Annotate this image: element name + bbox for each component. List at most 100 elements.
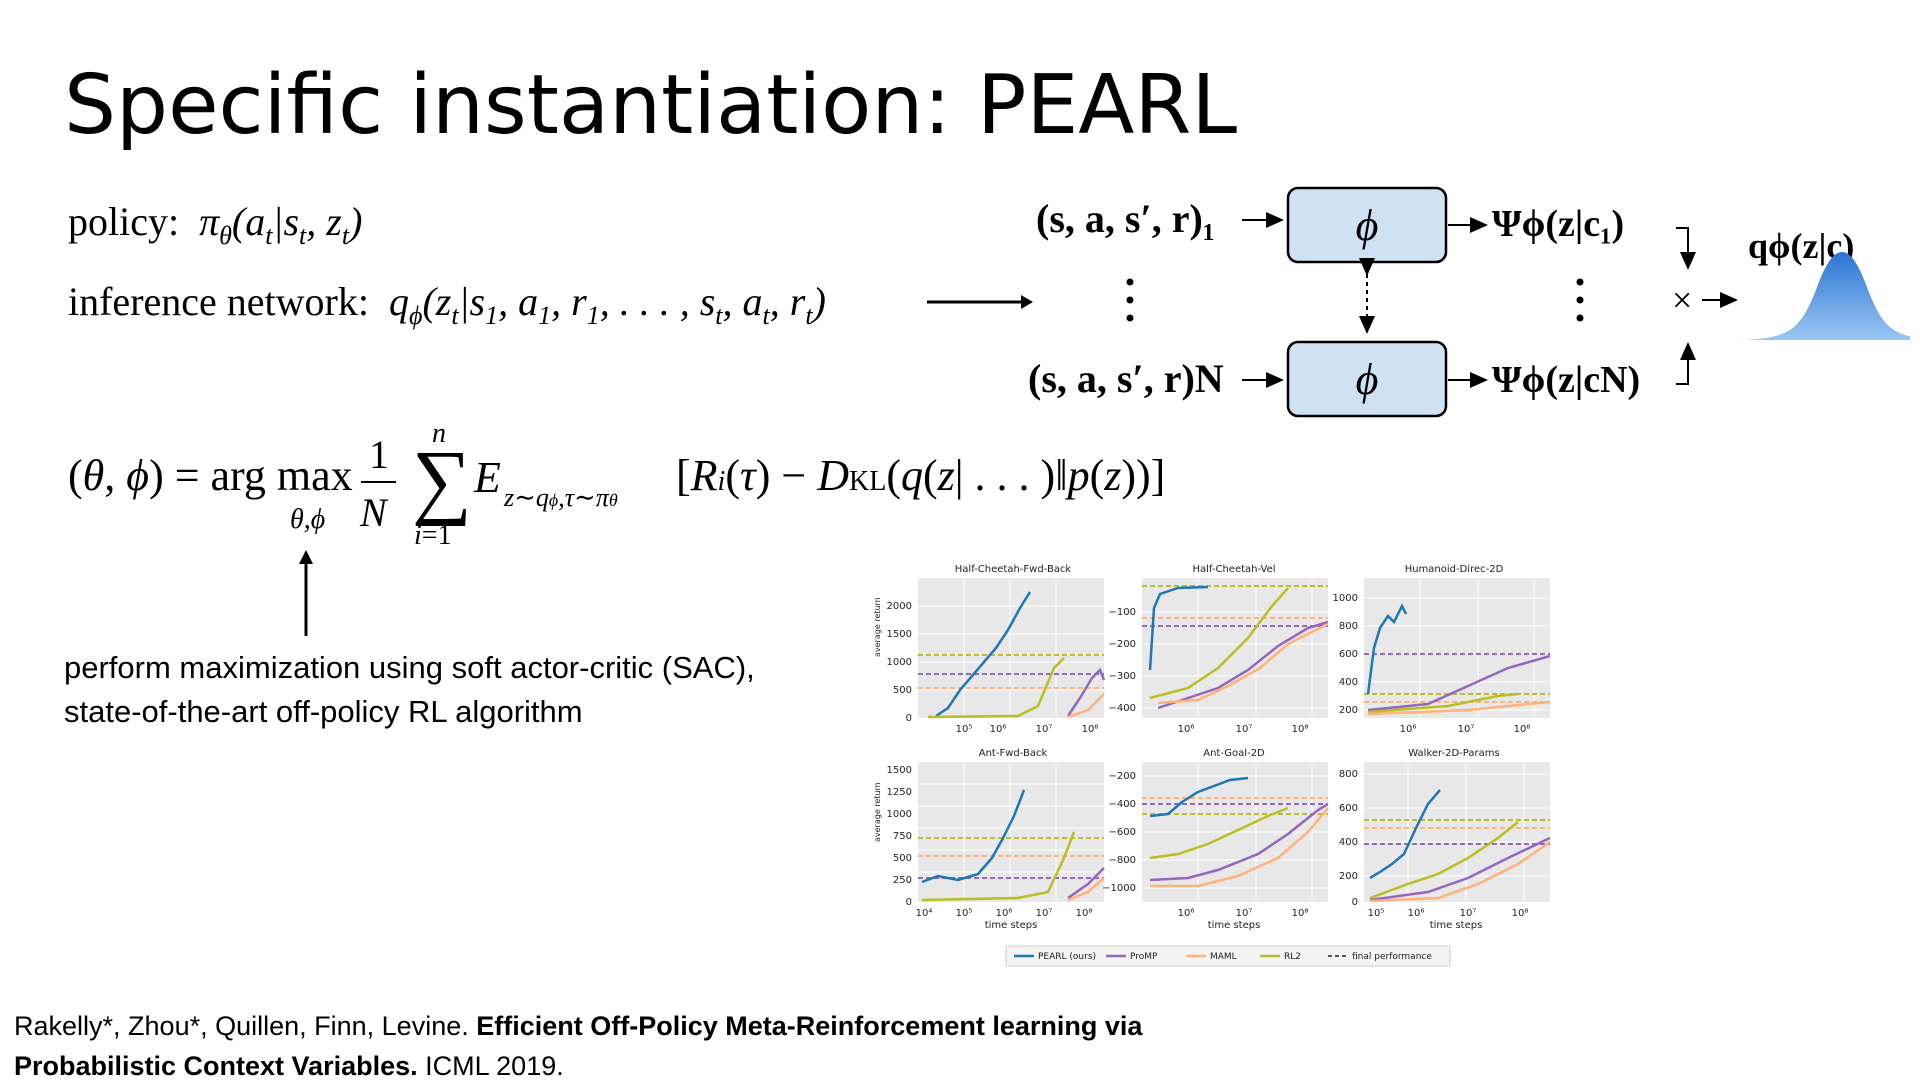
svg-text:750: 750	[893, 831, 912, 842]
svg-text:800: 800	[1339, 769, 1358, 780]
svg-text:2000: 2000	[887, 601, 912, 612]
citation-title-2: Probabilistic Context Variables.	[14, 1051, 418, 1081]
svg-text:1500: 1500	[887, 765, 912, 776]
svg-text:10⁸: 10⁸	[1082, 724, 1099, 735]
plot-ant-goal-2d: Ant-Goal-2D −200 −400 −600 −800 −1000 10⁶ 10⁷…	[1102, 748, 1329, 931]
svg-text:Humanoid-Direc-2D: Humanoid-Direc-2D	[1405, 564, 1504, 575]
svg-text:E: E	[473, 453, 501, 502]
sac-caption: perform maximization using soft actor-cr…	[64, 646, 755, 734]
legend-rl2: RL2	[1284, 952, 1301, 962]
encoder-box-bottom	[1286, 340, 1448, 418]
maximization-arrow	[299, 550, 313, 636]
psi-bottom-label: Ψϕ(z|cN)	[1492, 359, 1640, 401]
legend-pearl: PEARL (ours)	[1038, 952, 1096, 962]
policy-label: policy:	[68, 199, 180, 244]
plot-ant-fwd-back: Ant-Fwd-Back average return 0 250 500 750 10…	[873, 748, 1105, 931]
svg-text:10⁷: 10⁷	[1236, 724, 1253, 735]
plots-legend: PEARL (ours) ProMP MAML RL2 final perfor…	[1005, 945, 1451, 967]
svg-text:10⁸: 10⁸	[1292, 908, 1309, 919]
inference-arrow	[927, 295, 1033, 309]
citation: Rakelly*, Zhou*, Quillen, Finn, Levine. …	[14, 1006, 1142, 1086]
svg-text:10⁶: 10⁶	[1178, 908, 1195, 919]
svg-text:600: 600	[1339, 649, 1358, 660]
svg-text:400: 400	[1339, 677, 1358, 688]
citation-authors: Rakelly*, Zhou*, Quillen, Finn, Levine.	[14, 1011, 469, 1041]
svg-text:−400: −400	[1109, 703, 1136, 714]
svg-text:10⁶: 10⁶	[1400, 724, 1417, 735]
svg-text:0: 0	[1352, 897, 1358, 908]
encoder-label-top: ϕ	[1356, 201, 1379, 250]
svg-text:10⁸: 10⁸	[1514, 724, 1531, 735]
svg-text:[Ri(τ) − DKL(q(z| . . . )‖p(z): [Ri(τ) − DKL(q(z| . . . )‖p(z))]	[676, 451, 1165, 500]
legend-maml: MAML	[1210, 952, 1237, 962]
svg-text:400: 400	[1339, 837, 1358, 848]
svg-text:time steps: time steps	[985, 920, 1038, 931]
svg-text:Half-Cheetah-Vel: Half-Cheetah-Vel	[1192, 564, 1275, 575]
svg-text:500: 500	[893, 685, 912, 696]
legend-final-performance: final performance	[1352, 952, 1432, 962]
plot-title: Half-Cheetah-Fwd-Back	[955, 564, 1072, 575]
input-bottom-label: (s, a, s′, r)N	[1028, 356, 1224, 401]
svg-text:N: N	[359, 490, 389, 535]
svg-text:250: 250	[893, 875, 912, 886]
svg-text:−800: −800	[1109, 855, 1136, 866]
policy-equation: policy: πθ(at|st, zt)	[68, 199, 363, 250]
citation-venue: ICML 2019.	[425, 1051, 564, 1081]
svg-text:i=1: i=1	[414, 520, 452, 551]
input-top-label: (s, a, s′, r)₁	[1036, 196, 1215, 241]
svg-text:∑: ∑	[412, 434, 472, 527]
svg-text:time steps: time steps	[1208, 920, 1261, 931]
svg-text:1000: 1000	[1333, 593, 1358, 604]
svg-text:10⁷: 10⁷	[1458, 724, 1475, 735]
encoder-label-bottom: ϕ	[1356, 355, 1379, 404]
results-plots: Half-Cheetah-Fwd-Back average return 0 50…	[873, 564, 1551, 967]
svg-text:average return: average return	[873, 597, 882, 657]
svg-text:10⁵: 10⁵	[956, 724, 973, 735]
slide-title: Specific instantiation: PEARL	[64, 58, 1238, 153]
svg-text:600: 600	[1339, 803, 1358, 814]
svg-text:−200: −200	[1109, 771, 1136, 782]
svg-text:10⁷: 10⁷	[1036, 724, 1053, 735]
svg-text:(θ, ϕ) = arg max: (θ, ϕ) = arg max	[68, 451, 353, 500]
svg-text:n: n	[432, 420, 446, 449]
svg-text:Ant-Fwd-Back: Ant-Fwd-Back	[979, 748, 1048, 759]
svg-text:1500: 1500	[887, 629, 912, 640]
plot-humanoid-direc-2d: Humanoid-Direc-2D 1000 800 600 400 200 10⁶ 10…	[1333, 564, 1551, 735]
svg-text:0: 0	[906, 713, 912, 724]
svg-text:θ,ϕ: θ,ϕ	[290, 504, 325, 535]
legend-promp: ProMP	[1130, 952, 1158, 962]
svg-text:10⁵: 10⁵	[1368, 908, 1385, 919]
svg-text:1000: 1000	[887, 657, 912, 668]
plot-half-cheetah-vel: Half-Cheetah-Vel −100 −200 −300 −400 10⁶ 10⁷…	[1109, 564, 1329, 735]
svg-text:−100: −100	[1109, 607, 1136, 618]
svg-text:10⁵: 10⁵	[956, 908, 973, 919]
plot-walker-2d-params: Walker-2D-Params 800 600 400 200 0 10⁵ 10⁶ 10⁷…	[1339, 748, 1551, 931]
svg-text:average return: average return	[873, 782, 882, 842]
product-symbol: ×	[1672, 280, 1692, 320]
svg-text:−400: −400	[1109, 799, 1136, 810]
inference-label: inference network:	[68, 279, 369, 324]
svg-text:−200: −200	[1109, 639, 1136, 650]
svg-text:10⁸: 10⁸	[1512, 908, 1529, 919]
svg-text:10⁷: 10⁷	[1460, 908, 1477, 919]
objective-equation: (θ, ϕ) = arg max θ,ϕ 1 N ∑ n i=1 E z∼qϕ,…	[68, 420, 1165, 551]
svg-text:10⁴: 10⁴	[916, 908, 933, 919]
gaussian-posterior	[1742, 252, 1910, 340]
svg-text:1000: 1000	[887, 809, 912, 820]
svg-text:10⁶: 10⁶	[990, 724, 1007, 735]
svg-text:0: 0	[906, 897, 912, 908]
svg-text:500: 500	[893, 853, 912, 864]
svg-text:−300: −300	[1109, 671, 1136, 682]
svg-text:−1000: −1000	[1102, 883, 1136, 894]
svg-text:10⁶: 10⁶	[996, 908, 1013, 919]
svg-text:200: 200	[1339, 871, 1358, 882]
svg-text:Ant-Goal-2D: Ant-Goal-2D	[1203, 748, 1265, 759]
caption-line-1: perform maximization using soft actor-cr…	[64, 650, 755, 685]
svg-text:10⁶: 10⁶	[1178, 724, 1195, 735]
svg-text:200: 200	[1339, 705, 1358, 716]
psi-top-label: Ψϕ(z|c₁)	[1492, 203, 1624, 245]
svg-text:−600: −600	[1109, 827, 1136, 838]
caption-line-2: state-of-the-art off-policy RL algorithm	[64, 694, 583, 729]
svg-text:800: 800	[1339, 621, 1358, 632]
citation-title-1: Efficient Off-Policy Meta-Reinforcement …	[476, 1011, 1143, 1041]
